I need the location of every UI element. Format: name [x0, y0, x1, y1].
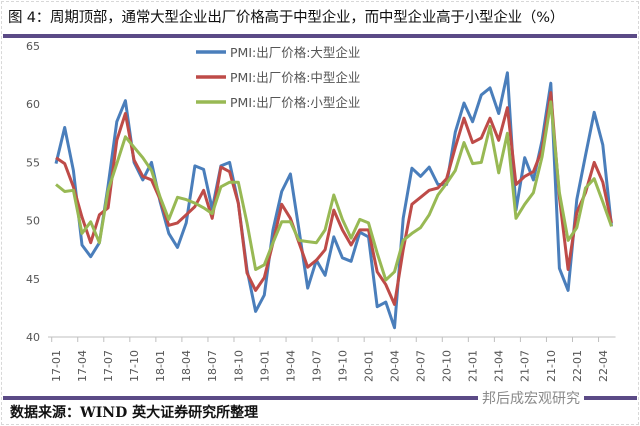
source-note: 数据来源：WIND 英大证券研究所整理 — [10, 405, 259, 421]
x-tick-label: 17-10 — [128, 350, 141, 382]
y-tick-label: 40 — [26, 331, 40, 344]
x-tick-label: 19-07 — [310, 350, 323, 382]
x-tick-label: 17-07 — [102, 350, 115, 382]
x-tick-label: 18-10 — [232, 350, 245, 382]
x-tick-label: 17-01 — [50, 350, 63, 382]
x-tick-label: 18-07 — [206, 350, 219, 382]
chart-title: 图 4：周期顶部，通常大型企业出厂价格高于中型企业，而中型企业高于小型企业（%） — [8, 10, 565, 26]
y-tick-label: 65 — [26, 40, 40, 53]
series-line-3 — [55, 100, 613, 282]
legend-label-3: PMI:出厂价格:小型企业 — [230, 95, 360, 110]
y-tick-label: 45 — [26, 273, 40, 286]
legend-label-1: PMI:出厂价格:大型企业 — [230, 45, 360, 60]
x-tick-label: 19-04 — [284, 350, 297, 382]
watermark: 邦后成宏观研究 — [478, 388, 584, 408]
y-tick-label: 60 — [26, 98, 40, 111]
x-tick-label: 20-04 — [389, 350, 402, 382]
x-tick-label: 22-04 — [597, 350, 610, 382]
x-tick-label: 20-07 — [415, 350, 428, 382]
x-tick-label: 17-04 — [76, 350, 89, 382]
x-tick-label: 21-01 — [467, 350, 480, 382]
x-tick-label: 19-01 — [258, 350, 271, 382]
legend-label-2: PMI:出厂价格:中型企业 — [230, 70, 360, 85]
x-axis: 17-01 17-04 17-07 17-10 18-01 18-04 18-07 18-10… — [48, 336, 616, 382]
y-axis: 40 45 50 55 60 65 — [26, 40, 40, 344]
title-divider — [3, 34, 637, 38]
x-tick-label: 20-01 — [362, 350, 375, 382]
x-tick-label: 18-04 — [180, 350, 193, 382]
x-tick-label: 18-01 — [154, 350, 167, 382]
series-line-2 — [55, 91, 613, 306]
x-tick-label: 20-10 — [441, 350, 454, 382]
y-tick-label: 55 — [26, 156, 40, 169]
x-tick-label: 21-07 — [519, 350, 532, 382]
x-tick-label: 22-01 — [571, 350, 584, 382]
legend: PMI:出厂价格:大型企业 PMI:出厂价格:中型企业 PMI:出厂价格:小型企业 — [196, 45, 360, 110]
footer-divider — [3, 396, 637, 400]
series-lines — [54, 71, 613, 330]
y-tick-label: 50 — [26, 215, 40, 228]
x-tick-label: 19-10 — [336, 350, 349, 382]
x-tick-label: 21-10 — [545, 350, 558, 382]
x-tick-label: 21-04 — [493, 350, 506, 382]
